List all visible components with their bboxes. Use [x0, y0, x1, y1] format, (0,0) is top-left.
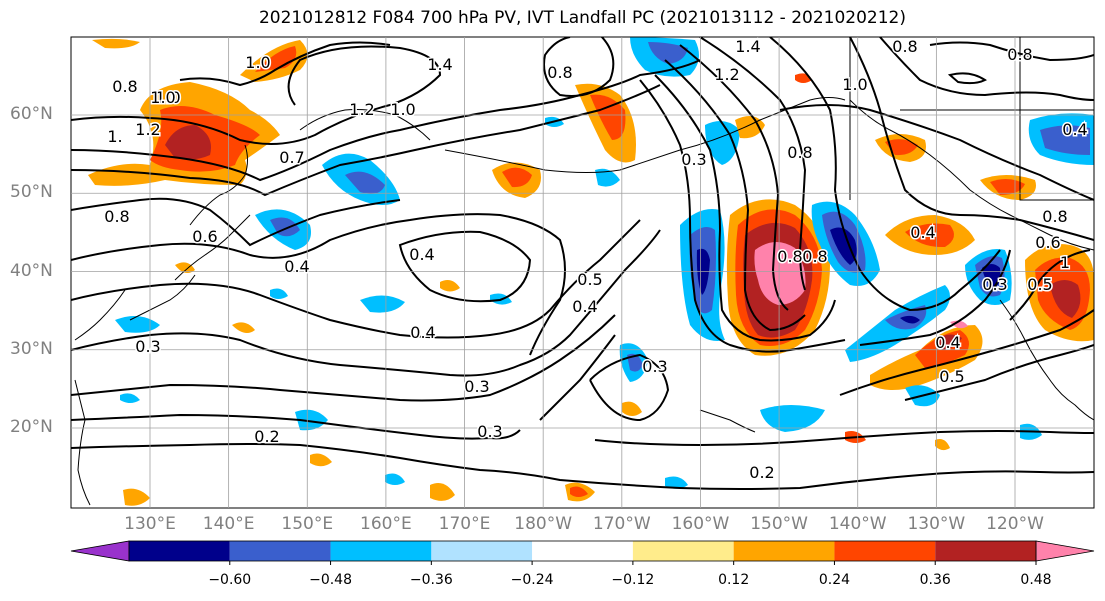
lon-label: 170°W: [592, 514, 651, 534]
contour-label: 0.4: [1062, 120, 1087, 139]
colorbar-segment: [532, 541, 633, 561]
lon-label: 160°E: [360, 514, 412, 534]
colorbar-tick-label: −0.36: [409, 572, 453, 588]
contour-label: 1.2: [714, 65, 739, 84]
contour-label: 0.4: [572, 297, 597, 316]
contour-label: 0.5: [577, 270, 602, 289]
colorbar-segment: [632, 541, 734, 561]
contour-label: 0.3: [642, 357, 667, 376]
colorbar-segment: [733, 541, 835, 561]
contour-label: 0.8: [104, 207, 129, 226]
contour-label: 0.8: [112, 77, 137, 96]
contour-label: 0.5: [939, 367, 964, 386]
lon-label: 140°W: [828, 514, 887, 534]
colorbar-segment: [834, 541, 936, 561]
contour-label: 0.2: [749, 463, 774, 482]
lon-label: 180°W: [514, 514, 573, 534]
lat-label: 50°N: [10, 182, 53, 203]
contour-label: 0.8: [802, 247, 827, 266]
colorbar-tick-label: 0.24: [818, 572, 851, 588]
lat-label: 30°N: [10, 338, 53, 359]
colorbar-segment: [229, 541, 331, 561]
contour-label: 1.4: [427, 55, 452, 74]
contour-label: 0.5: [1027, 275, 1052, 294]
contour-label: 0.4: [284, 257, 309, 276]
colorbar-tick-label: −0.24: [510, 572, 554, 588]
plot-title: 2021012812 F084 700 hPa PV, IVT Landfall…: [258, 8, 906, 28]
contour-label: 0.8: [777, 247, 802, 266]
contour-label: 0.8: [787, 143, 812, 162]
lon-label: 160°W: [671, 514, 730, 534]
colorbar-tick-label: −0.12: [611, 572, 655, 588]
contour-label: 0.6: [192, 227, 217, 246]
colorbar-tick-label: 0.12: [718, 572, 750, 588]
coastlines: [74, 37, 1094, 506]
contour-label: 1.2: [349, 100, 374, 119]
contour-label: 0.2: [254, 427, 279, 446]
contour-label: 0.4: [410, 323, 435, 342]
colorbar-extend-min: [70, 540, 130, 562]
lon-label: 150°E: [281, 514, 334, 534]
contour-label: 0.7: [279, 148, 304, 167]
colorbar-tick-label: 0.36: [919, 572, 951, 588]
colorbar-segment: [431, 541, 533, 561]
graticule: [71, 37, 1094, 508]
lat-label: 60°N: [10, 104, 53, 124]
contour-label: 1: [1060, 253, 1070, 272]
contour-label: 0.3: [982, 275, 1007, 294]
contour-label: 1.0: [150, 88, 175, 107]
contour-label: 0.8: [1007, 45, 1032, 64]
lon-label: 170°E: [438, 514, 491, 534]
contour-label: 1.0: [390, 100, 415, 119]
contour-label: 0.4: [935, 333, 960, 352]
lon-label: 120°W: [986, 514, 1044, 534]
lon-label: 150°W: [750, 514, 808, 534]
contour-label: 0.4: [409, 245, 434, 264]
map-border: [70, 36, 1095, 509]
lon-label: 140°E: [202, 514, 255, 534]
contour-label: 1.: [107, 127, 122, 146]
contour-label: 0.3: [464, 377, 489, 396]
contour-label: 0.3: [135, 337, 160, 356]
contour-label: 0.8: [1042, 207, 1067, 226]
contour-label: 1.0: [842, 75, 867, 94]
colorbar-tick-label: −0.60: [208, 572, 252, 588]
colorbar-tick-label: −0.48: [309, 572, 352, 588]
contour-label: 1.0: [245, 53, 270, 72]
colorbar-segment: [330, 541, 432, 561]
contour-label: 0.8: [547, 63, 572, 82]
colorbar-extend-max: [1035, 540, 1095, 562]
contour-label: 0.3: [477, 422, 502, 441]
contour-labels: 1.0 0.8 1.2 1.4 1. 1.0 1.2 1.0 0.7 0.8 0.6 0.4 0.4 0.…: [103, 36, 1089, 484]
lat-label: 20°N: [10, 417, 53, 437]
contour-label: 1.2: [135, 120, 160, 139]
colorbar-tick-label: 0.48: [1020, 572, 1052, 588]
lon-label: 130°W: [907, 514, 966, 534]
contour-label: 0.8: [892, 37, 917, 56]
colorbar-outline: [128, 540, 1037, 562]
contour-label: 0.3: [681, 150, 706, 169]
colorbar-segment: [935, 541, 1036, 561]
lon-label: 130°E: [124, 514, 176, 534]
contour-label: 0.4: [910, 223, 935, 242]
colorbar: [70, 540, 1095, 565]
contour-label: 0.6: [1035, 233, 1060, 252]
contour-label: 1.4: [735, 37, 760, 56]
contour-label: 1.0: [155, 88, 180, 107]
lat-label: 40°N: [10, 260, 53, 281]
colorbar-segment: [129, 541, 230, 561]
